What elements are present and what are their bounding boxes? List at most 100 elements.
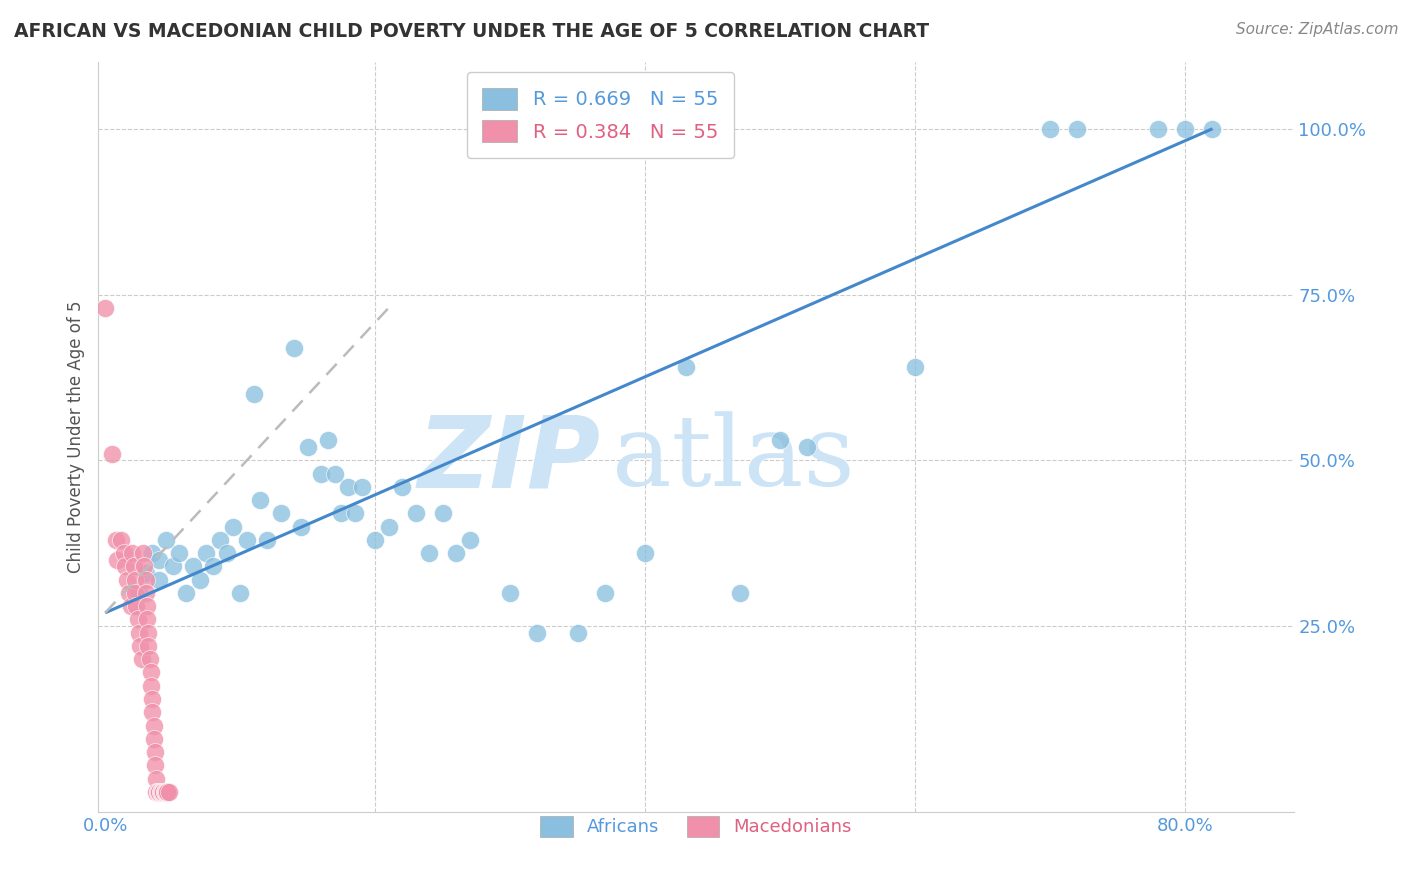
Point [112,546,135,560]
Point [796,440,818,454]
Point [249,493,271,508]
Point [150,785,173,799]
Point [141,692,163,706]
Point [1066,121,1088,136]
Point [136,599,159,614]
Point [146,785,169,799]
Point [143,745,166,759]
Point [242,387,264,401]
Point [136,612,159,626]
Point [256,533,278,547]
Point [148,785,170,799]
Point [1201,121,1223,136]
Point [364,533,387,547]
Point [499,586,522,600]
Point [1174,121,1197,136]
Point [150,785,173,799]
Point [143,758,166,772]
Point [149,785,172,799]
Point [124,573,146,587]
Point [135,586,157,600]
Point [128,586,150,600]
Point [131,652,153,666]
Point [115,573,138,587]
Y-axis label: Child Poverty Under the Age of 5: Child Poverty Under the Age of 5 [66,301,84,574]
Point [377,519,399,533]
Point [769,434,792,448]
Point [122,559,145,574]
Point [188,573,211,587]
Point [634,546,657,560]
Point [174,586,197,600]
Point [132,546,155,560]
Text: ZIP: ZIP [418,411,600,508]
Point [128,625,150,640]
Point [135,566,157,580]
Text: Source: ZipAtlas.com: Source: ZipAtlas.com [1236,22,1399,37]
Point [330,506,353,520]
Point [297,440,319,454]
Point [142,718,165,732]
Point [675,360,697,375]
Point [129,639,152,653]
Point [309,467,332,481]
Point [139,679,162,693]
Point [138,639,160,653]
Point [138,652,160,666]
Point [323,467,346,481]
Point [152,785,174,799]
Point [446,546,468,560]
Point [290,519,312,533]
Point [270,506,292,520]
Point [124,586,146,600]
Point [145,772,167,786]
Point [148,553,170,567]
Point [105,553,128,567]
Point [152,785,174,799]
Point [134,559,156,574]
Point [195,546,218,560]
Point [142,731,165,746]
Point [139,665,162,680]
Point [135,573,157,587]
Point [153,785,176,799]
Point [458,533,481,547]
Point [156,785,179,799]
Point [208,533,231,547]
Point [110,533,132,547]
Point [593,586,616,600]
Point [337,480,360,494]
Point [1147,121,1170,136]
Point [391,480,413,494]
Point [148,785,170,799]
Point [169,546,191,560]
Point [215,546,238,560]
Text: AFRICAN VS MACEDONIAN CHILD POVERTY UNDER THE AGE OF 5 CORRELATION CHART: AFRICAN VS MACEDONIAN CHILD POVERTY UNDE… [14,22,929,41]
Point [155,533,177,547]
Point [229,586,252,600]
Point [567,625,589,640]
Point [202,559,225,574]
Point [141,546,163,560]
Point [125,599,148,614]
Point [101,447,124,461]
Point [155,785,177,799]
Point [138,625,160,640]
Point [141,705,163,719]
Point [418,546,440,560]
Point [405,506,427,520]
Point [1039,121,1062,136]
Point [145,785,167,799]
Text: atlas: atlas [613,412,855,508]
Point [728,586,751,600]
Point [432,506,454,520]
Point [94,301,117,315]
Point [155,785,177,799]
Point [904,360,927,375]
Point [162,559,184,574]
Point [114,559,136,574]
Point [181,559,204,574]
Point [149,785,172,799]
Point [148,573,170,587]
Point [222,519,245,533]
